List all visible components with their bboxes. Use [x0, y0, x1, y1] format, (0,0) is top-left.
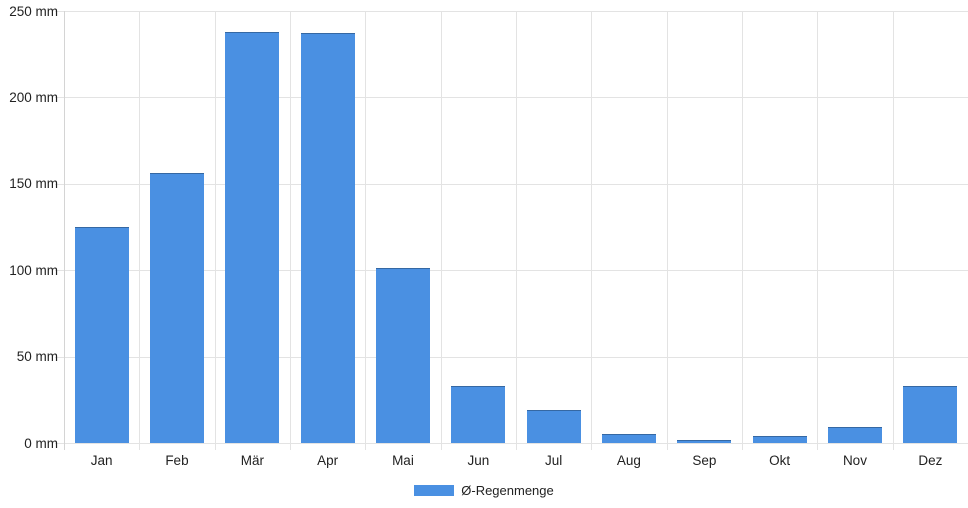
x-axis-label-aug: Aug: [616, 453, 641, 468]
legend[interactable]: Ø-Regenmenge: [0, 482, 968, 498]
x-gridline-5: [440, 11, 442, 450]
y-axis-label-200: 200 mm: [9, 89, 58, 105]
x-axis-label-feb: Feb: [165, 453, 189, 468]
bar-feb[interactable]: [150, 173, 204, 443]
y-axis-line: [64, 11, 65, 450]
bar-jul[interactable]: [526, 410, 581, 443]
x-gridline-8: [666, 11, 668, 450]
x-axis-label-apr: Apr: [317, 453, 339, 468]
y-gridline-200: [55, 97, 968, 99]
x-axis-label-mär: Mär: [240, 453, 264, 468]
bar-sep[interactable]: [677, 440, 732, 443]
x-axis-label-jun: Jun: [467, 453, 490, 468]
y-axis-label-100: 100 mm: [9, 262, 58, 278]
y-gridline-100: [55, 270, 968, 272]
x-gridline-11: [892, 11, 894, 450]
x-axis-label-okt: Okt: [769, 453, 791, 468]
legend-label: Ø-Regenmenge: [461, 482, 554, 498]
bar-mär[interactable]: [225, 32, 280, 443]
y-gridline-250: [55, 11, 968, 12]
x-axis-label-jan: Jan: [90, 453, 113, 468]
x-gridline-1: [139, 11, 141, 450]
y-axis-label-250: 250 mm: [9, 3, 58, 19]
y-gridline-0: [55, 443, 968, 444]
bar-jan[interactable]: [74, 227, 129, 443]
x-axis-label-dez: Dez: [918, 453, 943, 468]
bar-apr[interactable]: [300, 33, 355, 443]
y-axis-label-150: 150 mm: [9, 176, 58, 192]
x-gridline-3: [290, 11, 291, 450]
x-gridline-2: [214, 11, 216, 450]
x-axis-label-sep: Sep: [692, 453, 717, 468]
y-gridline-150: [55, 183, 968, 185]
bar-okt[interactable]: [752, 436, 807, 443]
bar-dez[interactable]: [903, 386, 958, 443]
legend-swatch[interactable]: [414, 484, 455, 496]
y-gridline-50: [55, 356, 968, 358]
x-axis-label-mai: Mai: [392, 453, 414, 468]
x-axis-label-jul: Jul: [545, 453, 563, 468]
bar-mai[interactable]: [376, 268, 430, 443]
x-gridline-4: [365, 11, 367, 450]
x-gridline-9: [742, 11, 743, 450]
x-gridline-10: [817, 11, 819, 450]
bar-nov[interactable]: [828, 427, 882, 443]
bar-jun[interactable]: [451, 386, 506, 443]
x-axis-label-nov: Nov: [842, 453, 867, 468]
x-gridline-6: [516, 11, 517, 450]
bar-aug[interactable]: [602, 434, 656, 443]
y-axis-label-0: 0 mm: [24, 435, 58, 451]
y-axis-label-50: 50 mm: [16, 349, 58, 365]
x-gridline-7: [591, 11, 593, 450]
